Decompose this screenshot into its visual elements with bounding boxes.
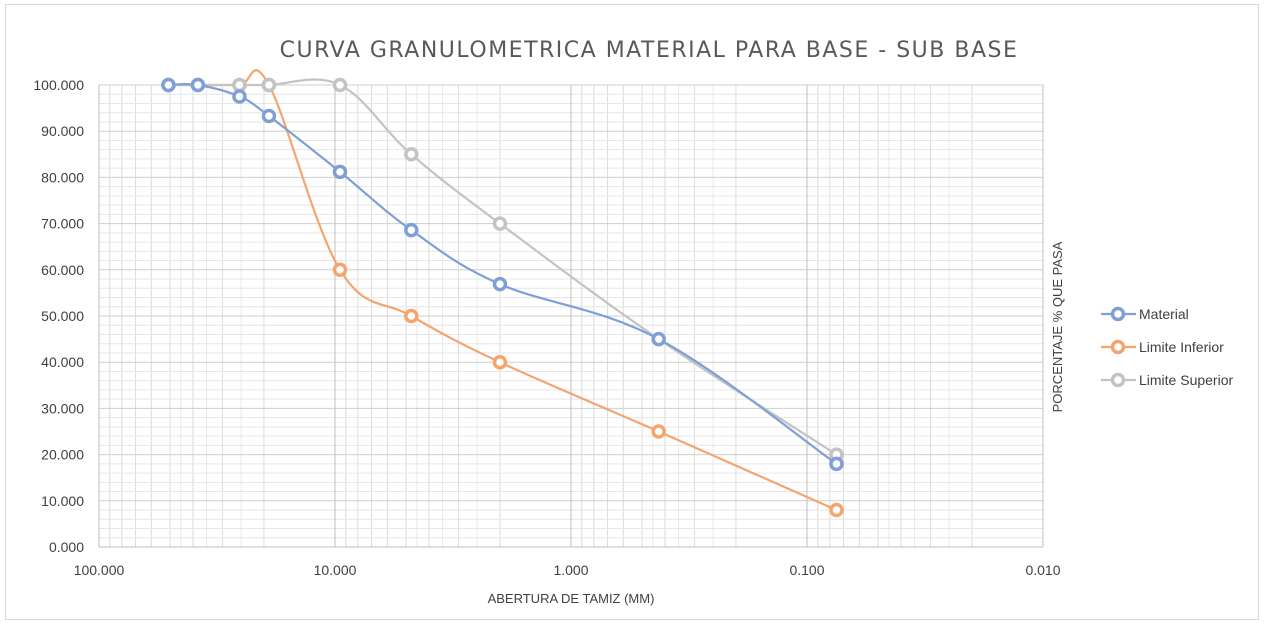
x-axis-title: ABERTURA DE TAMIZ (MM) (488, 591, 655, 606)
grid (98, 84, 1044, 548)
legend-marker-material (1110, 306, 1126, 322)
point-material (232, 89, 247, 104)
y-tick-label: 0.000 (49, 539, 84, 555)
x-tick-label: 100.000 (74, 562, 125, 578)
point-limite-superior (261, 77, 277, 93)
x-tick-label: 0.010 (1025, 562, 1060, 578)
point-limite-superior (492, 216, 508, 231)
point-material (492, 276, 508, 292)
point-limite-superior (404, 147, 419, 162)
point-limite-inferior (404, 308, 419, 324)
point-limite-inferior (651, 424, 666, 439)
y-tick-label: 90.000 (41, 123, 84, 139)
legend-label-limite-superior: Limite Superior (1139, 372, 1233, 388)
point-limite-superior (332, 77, 348, 93)
series-group (161, 69, 844, 518)
point-material (404, 222, 419, 238)
x-axis-ticks: 100.000 10.000 1.000 0.100 0.010 (74, 562, 1061, 578)
y-tick-label: 100.000 (33, 77, 84, 93)
y-tick-label: 30.000 (41, 400, 84, 416)
chart-frame: CURVA GRANULOMETRICA MATERIAL PARA BASE … (5, 4, 1259, 620)
point-material (261, 108, 277, 124)
point-material (332, 164, 348, 180)
legend-label-material: Material (1139, 306, 1189, 322)
point-limite-superior (232, 77, 247, 93)
y-axis-ticks: 0.000 10.000 20.000 30.000 40.000 50.000 60.00… (33, 77, 84, 555)
grain-size-chart: CURVA GRANULOMETRICA MATERIAL PARA BASE … (33, 38, 1233, 606)
point-limite-inferior (332, 262, 348, 278)
chart-title: CURVA GRANULOMETRICA MATERIAL PARA BASE … (280, 38, 1019, 63)
point-material (651, 331, 666, 347)
y-tick-label: 40.000 (41, 354, 84, 370)
x-tick-label: 0.100 (789, 562, 824, 578)
legend-label-limite-inferior: Limite Inferior (1139, 339, 1224, 355)
y-tick-label: 70.000 (41, 216, 84, 232)
y-tick-label: 80.000 (41, 169, 84, 185)
y-tick-label: 10.000 (41, 493, 84, 509)
legend-marker-limite-superior (1110, 372, 1126, 388)
point-limite-inferior (492, 354, 508, 370)
y-axis-title: PORCENTAJE % QUE PASA (1050, 241, 1065, 412)
legend-marker-limite-inferior (1110, 339, 1126, 355)
point-material (829, 456, 844, 472)
point-material (190, 77, 206, 93)
y-tick-label: 20.000 (41, 447, 84, 463)
x-tick-label: 1.000 (553, 562, 588, 578)
legend: Material Limite Inferior Limite Superior (1101, 306, 1233, 388)
y-tick-label: 50.000 (41, 308, 84, 324)
x-tick-label: 10.000 (314, 562, 357, 578)
point-limite-inferior (829, 502, 844, 518)
y-tick-label: 60.000 (41, 262, 84, 278)
point-material (161, 77, 176, 93)
